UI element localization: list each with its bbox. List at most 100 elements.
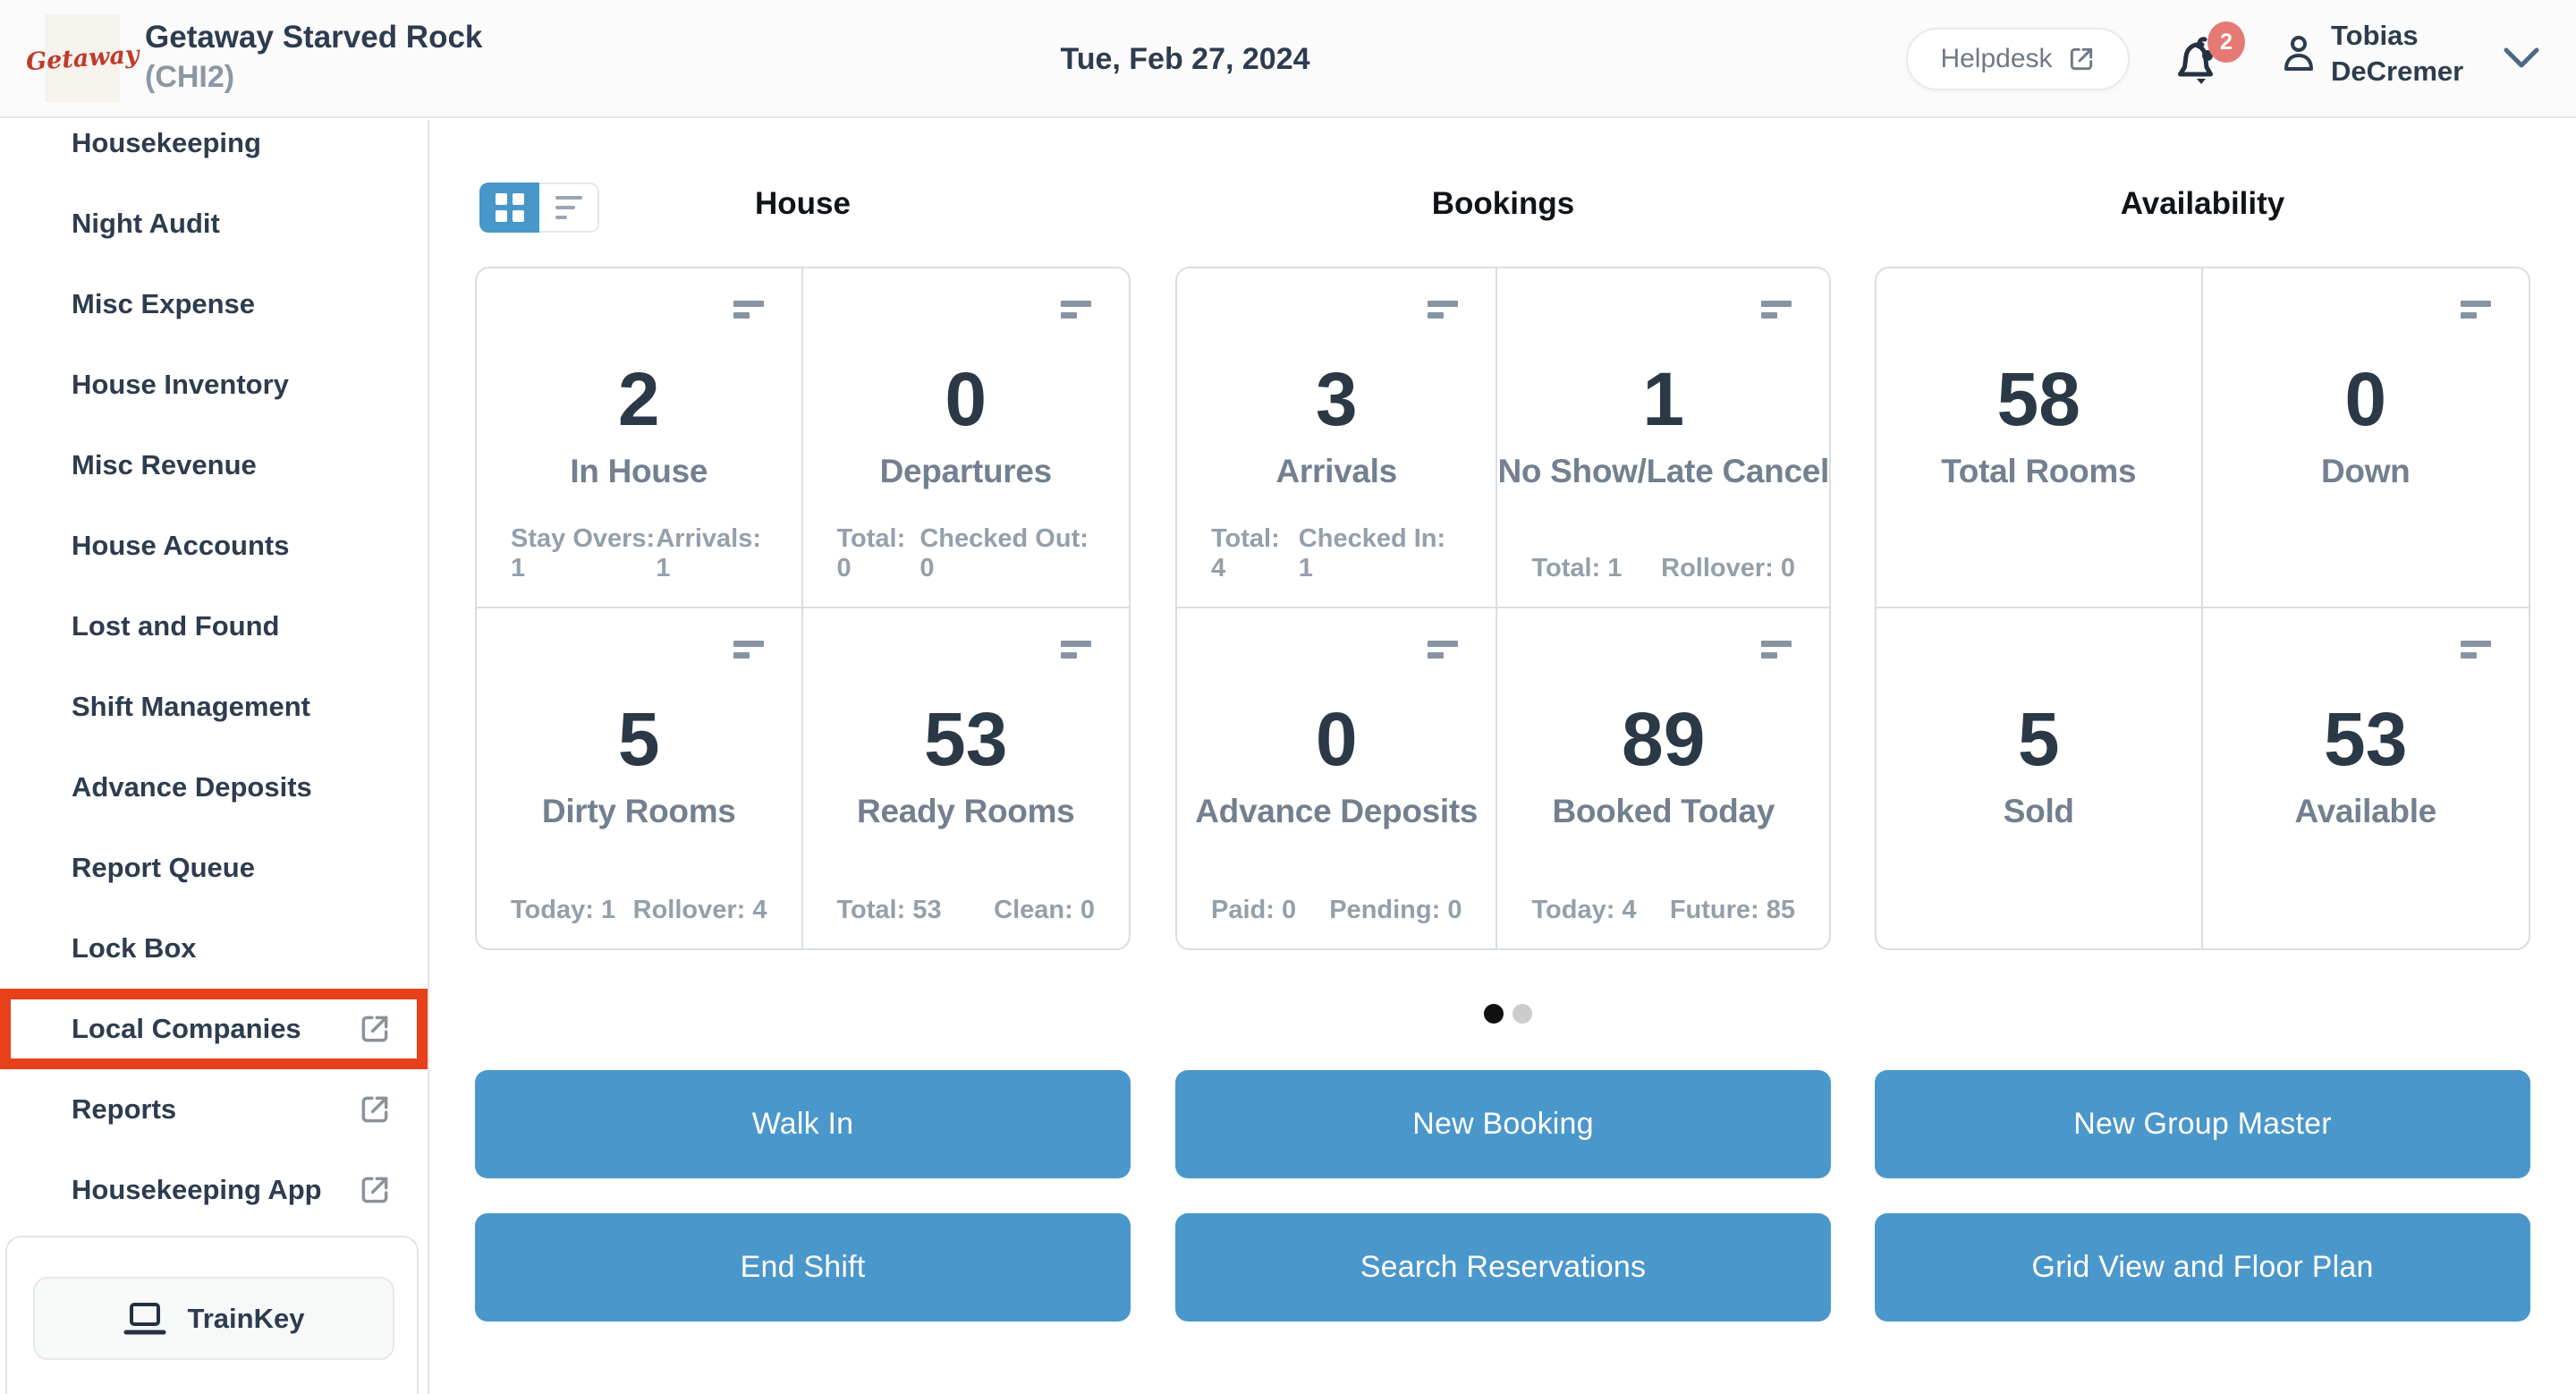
- card-stat: Future: 85: [1669, 896, 1795, 924]
- card-label: Total Rooms: [1941, 453, 2137, 490]
- trainkey-panel: TrainKey: [5, 1236, 419, 1394]
- sidebar-item-shift-management[interactable]: Shift Management: [0, 667, 428, 747]
- sidebar-nav: Housekeeping Night Audit Misc Expense House…: [0, 120, 428, 1230]
- end-shift-button[interactable]: End Shift: [475, 1213, 1131, 1322]
- card-stats: Total: 4 Checked In: 1: [1211, 524, 1462, 583]
- sidebar-item-label: Lost and Found: [72, 610, 280, 642]
- sidebar-item-label: Misc Expense: [72, 288, 256, 319]
- sidebar-item-advance-deposits[interactable]: Advance Deposits: [0, 747, 428, 828]
- view-toggle: [479, 183, 599, 233]
- card-menu-icon[interactable]: [1428, 301, 1460, 319]
- card-in-house[interactable]: 2 In House Stay Overs: 1 Arrivals: 1: [477, 268, 803, 608]
- sidebar-item-label: House Accounts: [72, 530, 290, 561]
- card-label: Departures: [879, 453, 1053, 490]
- sidebar-item-misc-expense[interactable]: Misc Expense: [0, 264, 428, 344]
- sidebar-item-label: Housekeeping App: [72, 1174, 322, 1205]
- card-value: 5: [617, 697, 660, 781]
- card-stats: Today: 4 Future: 85: [1531, 896, 1795, 925]
- card-available[interactable]: 53 Available: [2203, 608, 2529, 948]
- sidebar-item-house-accounts[interactable]: House Accounts: [0, 506, 428, 586]
- card-stat: Total: 53: [836, 896, 942, 924]
- card-sold[interactable]: 5 Sold: [1877, 608, 2203, 948]
- card-menu-icon[interactable]: [2461, 301, 2493, 319]
- card-dirty-rooms[interactable]: 5 Dirty Rooms Today: 1 Rollover: 4: [477, 608, 803, 948]
- walk-in-button[interactable]: Walk In: [475, 1070, 1131, 1178]
- list-view-button[interactable]: [539, 183, 599, 233]
- sidebar-item-housekeeping[interactable]: Housekeeping: [0, 120, 428, 183]
- sidebar-item-housekeeping-app[interactable]: Housekeeping App: [0, 1150, 428, 1230]
- chevron-down-icon[interactable]: [2503, 47, 2540, 70]
- sidebar-item-label: Housekeeping: [72, 127, 261, 158]
- pagination-dot-1[interactable]: [1484, 1004, 1504, 1024]
- card-total-rooms[interactable]: 58 Total Rooms: [1877, 268, 2203, 608]
- sidebar-item-reports[interactable]: Reports: [0, 1069, 428, 1150]
- user-menu[interactable]: Tobias DeCremer: [2279, 18, 2463, 89]
- card-menu-icon[interactable]: [1428, 641, 1460, 659]
- card-menu-icon[interactable]: [733, 301, 766, 319]
- pagination-dot-2[interactable]: [1513, 1004, 1532, 1024]
- helpdesk-button[interactable]: Helpdesk: [1906, 28, 2130, 90]
- card-value: 53: [2324, 697, 2408, 781]
- card-label: In House: [570, 453, 708, 490]
- new-booking-button[interactable]: New Booking: [1175, 1070, 1831, 1178]
- sidebar: Housekeeping Night Audit Misc Expense House…: [0, 120, 429, 1394]
- card-menu-icon[interactable]: [1761, 301, 1793, 319]
- card-stat: Today: 4: [1531, 896, 1637, 924]
- external-link-icon: [361, 1096, 388, 1123]
- card-advance-deposits[interactable]: 0 Advance Deposits Paid: 0 Pending: 0: [1177, 608, 1498, 948]
- new-group-master-button[interactable]: New Group Master: [1875, 1070, 2530, 1178]
- card-stat: Total: 4: [1211, 524, 1280, 582]
- sidebar-item-report-queue[interactable]: Report Queue: [0, 828, 428, 908]
- card-departures[interactable]: 0 Departures Total: 0 Checked Out: 0: [802, 268, 1129, 608]
- card-no-show-late-cancel[interactable]: 1 No Show/Late Cancel Total: 1 Rollover: 0: [1497, 268, 1829, 608]
- person-icon: [2284, 36, 2313, 71]
- panel-house: 2 In House Stay Overs: 1 Arrivals: 1 0 Depart…: [475, 267, 1131, 950]
- card-label: Ready Rooms: [857, 793, 1075, 830]
- sidebar-item-lost-and-found[interactable]: Lost and Found: [0, 586, 428, 667]
- sidebar-item-misc-revenue[interactable]: Misc Revenue: [0, 425, 428, 506]
- card-arrivals[interactable]: 3 Arrivals Total: 4 Checked In: 1: [1177, 268, 1498, 608]
- card-value: 2: [617, 357, 660, 441]
- card-stats: Stay Overs: 1 Arrivals: 1: [511, 524, 767, 583]
- sidebar-item-label: House Inventory: [72, 369, 289, 400]
- user-name-first: Tobias: [2331, 20, 2419, 51]
- sidebar-item-lock-box[interactable]: Lock Box: [0, 908, 428, 989]
- sidebar-item-label: Shift Management: [72, 691, 310, 722]
- card-ready-rooms[interactable]: 53 Ready Rooms Total: 53 Clean: 0: [803, 608, 1130, 948]
- panel-title-house: House: [755, 186, 851, 221]
- search-reservations-button[interactable]: Search Reservations: [1175, 1213, 1831, 1322]
- sidebar-item-label: Night Audit: [72, 208, 220, 239]
- card-menu-icon[interactable]: [1761, 641, 1793, 659]
- card-label: No Show/Late Cancel: [1497, 453, 1829, 490]
- card-menu-icon[interactable]: [2461, 641, 2493, 659]
- card-booked-today[interactable]: 89 Booked Today Today: 4 Future: 85: [1497, 608, 1829, 948]
- external-link-icon: [361, 1177, 388, 1203]
- sidebar-item-label: Reports: [72, 1093, 177, 1125]
- grid-view-button[interactable]: [479, 183, 539, 233]
- card-down[interactable]: 0 Down: [2202, 268, 2529, 608]
- card-menu-icon[interactable]: [733, 641, 766, 659]
- sidebar-item-label: Local Companies: [72, 1013, 301, 1044]
- card-stat: Rollover: 0: [1661, 554, 1795, 582]
- panel-availability: 58 Total Rooms 0 Down 5 Sold 53 Available: [1875, 267, 2530, 950]
- card-stat: Stay Overs: 1: [511, 524, 656, 582]
- grid-view-and-floor-plan-button[interactable]: Grid View and Floor Plan: [1875, 1213, 2530, 1322]
- property-code: (CHI2): [145, 60, 235, 94]
- card-label: Advance Deposits: [1195, 793, 1479, 830]
- sidebar-item-house-inventory[interactable]: House Inventory: [0, 344, 428, 425]
- sidebar-item-night-audit[interactable]: Night Audit: [0, 183, 428, 264]
- card-menu-icon[interactable]: [1061, 641, 1093, 659]
- card-stats: Total: 1 Rollover: 0: [1531, 554, 1795, 583]
- card-value: 1: [1642, 357, 1685, 441]
- card-menu-icon[interactable]: [1061, 301, 1093, 319]
- sidebar-item-local-companies[interactable]: Local Companies: [0, 989, 428, 1069]
- card-label: Sold: [2003, 793, 2074, 830]
- card-value: 58: [1996, 357, 2080, 441]
- card-stat: Paid: 0: [1211, 896, 1297, 924]
- trainkey-button[interactable]: TrainKey: [33, 1277, 394, 1360]
- sidebar-item-label: Advance Deposits: [72, 771, 312, 803]
- external-link-icon: [2070, 47, 2092, 71]
- grid-view-icon: [495, 193, 524, 222]
- notifications-button[interactable]: 2: [2175, 21, 2245, 98]
- card-stat: Checked Out: 0: [919, 524, 1089, 582]
